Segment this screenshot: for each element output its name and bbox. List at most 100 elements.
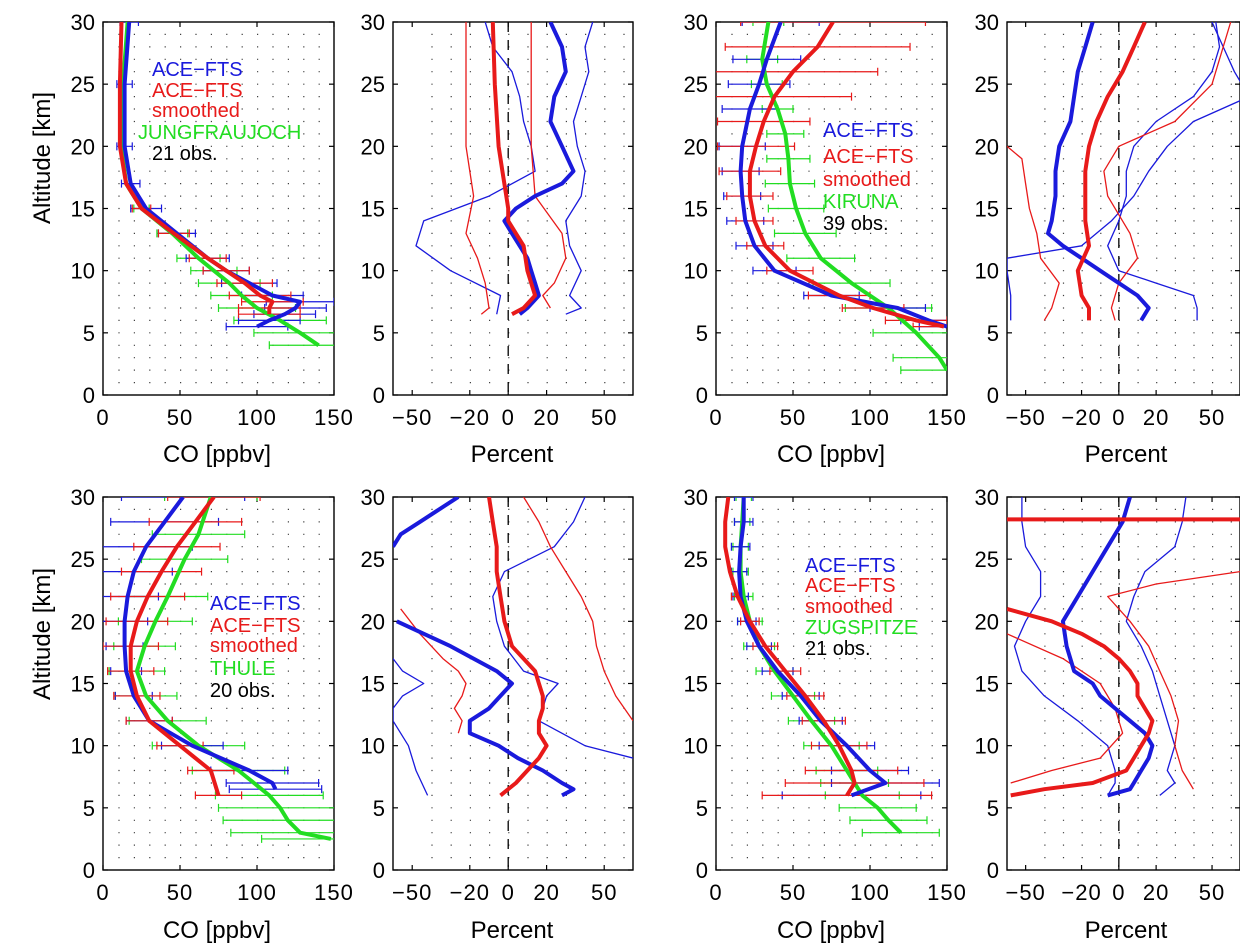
percent-label-3: Percent [471,917,554,944]
x-tick-label: 50 [780,880,806,905]
x-tick-label: 100 [237,405,277,430]
x-tick-label: 100 [850,405,890,430]
y-tick-label: 10 [684,734,708,759]
data-layer [1007,22,1240,322]
x-tick-label: 150 [314,405,354,430]
legend-station: ZUGSPITZE [805,617,917,639]
y-tick-label: 0 [987,383,999,408]
legend-ace: ACE−FTS [152,59,243,81]
y-tick-label: 25 [684,72,708,97]
percent-label-2: Percent [1085,441,1168,468]
y-tick-label: 20 [71,609,95,634]
data-layer [415,22,594,316]
ground-error-bar [261,834,334,843]
ground-profile-line [760,22,947,372]
x-tick-label: −20 [450,880,490,905]
x-tick-label: 100 [237,880,277,905]
legend-smoothed-1: ACE−FTS [805,575,896,597]
x-tick-label: −50 [1005,405,1045,430]
x-tick-label: 0 [502,405,515,430]
y-tick-label: 5 [373,796,385,821]
y-tick-label: 25 [975,547,999,572]
smoothed-error-bar [740,22,927,26]
y-tick-label: 15 [361,672,385,697]
y-tick-label: 15 [361,197,385,222]
ground-error-bar [900,366,947,375]
x-tick-label: 0 [709,880,722,905]
panel-3: 0 5 10 15 20 25 30 0 50 100 150 [684,10,967,430]
smoothed-mean-difference-line [1007,606,1155,798]
data-layer [103,497,334,843]
smoothed-sd-lower-line [400,608,467,734]
legend-smoothed-1: ACE−FTS [823,146,914,168]
legend-obs: 21 obs. [152,143,218,165]
x-tick-label: 50 [167,405,193,430]
ace-error-bar [120,497,246,501]
x-tick-label: −50 [392,405,432,430]
smoothed-profile-line [117,22,275,315]
y-tick-label: 15 [71,672,95,697]
y-tick-label: 25 [361,547,385,572]
data-layer [393,497,633,798]
x-tick-label: 20 [1143,405,1169,430]
x-tick-label: −20 [1061,880,1101,905]
x-tick-label: 20 [1143,880,1169,905]
legend-smoothed-2: smoothed [210,635,298,657]
y-tick-label: 20 [361,609,385,634]
x-tick-label: −50 [392,880,432,905]
legend-station: JUNGFRAUJOCH [138,122,301,144]
y-tick-label: 0 [373,383,385,408]
x-tick-label: −20 [1061,405,1101,430]
x-tick-label: 150 [927,405,967,430]
y-tick-label: 30 [361,485,385,510]
panel-6: 0 5 10 15 20 25 30 −50 −20 0 20 50 [361,485,634,905]
y-tick-label: 0 [373,858,385,883]
ace-error-bar [741,22,820,26]
percent-label-1: Percent [471,441,554,468]
y-tick-label: 15 [684,672,708,697]
y-tick-label: 15 [975,672,999,697]
y-tick-label: 30 [684,10,708,35]
x-tick-label: 50 [167,880,193,905]
smoothed-sd-lower-line [1007,145,1060,321]
y-tick-label: 20 [71,134,95,159]
data-layer [716,22,947,375]
legend-smoothed-2: smoothed [805,596,893,618]
ace-mean-difference-line [502,22,576,316]
legend-obs: 21 obs. [805,638,871,660]
legend-smoothed-1: ACE−FTS [210,615,301,637]
x-tick-label: 150 [314,880,354,905]
y-tick-label: 30 [71,10,95,35]
y-tick-label: 5 [373,321,385,346]
y-tick-label: 15 [71,197,95,222]
x-tick-label: 0 [96,880,109,905]
y-tick-label: 0 [83,858,95,883]
x-tick-label: 50 [1199,405,1225,430]
percent-label-4: Percent [1085,917,1168,944]
y-tick-label: 10 [684,259,708,284]
smoothed-profile-line [723,497,857,797]
ace-sd-upper-line [1107,22,1221,321]
legend-obs: 20 obs. [210,680,276,702]
co-label-4: CO [ppbv] [777,917,885,944]
y-tick-label: 25 [71,72,95,97]
panel-8: 0 5 10 15 20 25 30 −50 −20 0 20 50 [975,485,1240,905]
y-tick-label: 20 [684,609,708,634]
ace-profile-line [738,22,947,329]
grid [431,508,625,859]
ace-mean-difference-line [1060,497,1155,798]
ace-mean-difference-line [393,497,460,548]
legend-zugspitze: ACE−FTS ACE−FTS smoothed ZUGSPITZE 21 ob… [805,555,917,660]
legend-smoothed-2: smoothed [152,100,240,122]
smoothed-mean-difference-line [487,497,549,797]
y-tick-label: 25 [71,547,95,572]
ace-mean-difference-line [1046,22,1151,322]
co-label-2: CO [ppbv] [777,441,885,468]
y-tick-label: 25 [361,72,385,97]
ace-profile-line [122,497,278,791]
y-tick-label: 5 [83,321,95,346]
ground-error-bar [164,497,258,501]
y-tick-label: 20 [361,134,385,159]
ground-error-bar [752,22,785,26]
grid [1044,33,1232,384]
